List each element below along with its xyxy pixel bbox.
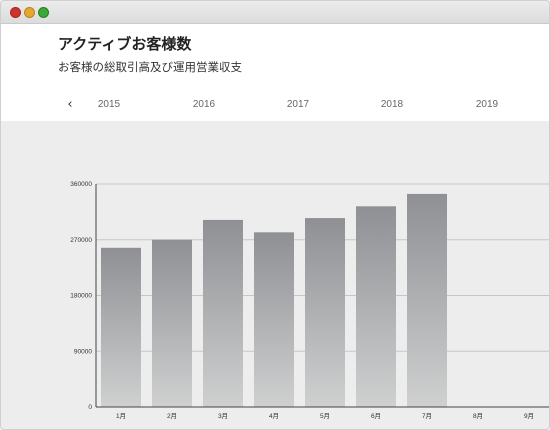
page-subtitle: お客様の総取引高及び運用営業収支 xyxy=(58,60,242,74)
window-titlebar xyxy=(1,1,549,24)
tab-year-2018[interactable]: 2018 xyxy=(380,99,404,110)
page-title: アクティブお客様数 xyxy=(58,35,192,53)
x-tick-label: 8月 xyxy=(473,412,483,420)
y-tick-label: 0 xyxy=(88,404,92,411)
bar xyxy=(305,218,345,407)
tab-year-2015[interactable]: 2015 xyxy=(97,99,121,110)
x-tick-label: 1月 xyxy=(116,412,126,420)
bar xyxy=(356,206,396,407)
y-tick-label: 360000 xyxy=(70,181,92,188)
x-tick-label: 3月 xyxy=(218,412,228,420)
bar-chart: 0 90000 180000 270000 360000 1月 2月 3月 4月 5月 6月 7月 8月… xyxy=(70,181,549,420)
x-tick-label: 7月 xyxy=(422,412,432,420)
x-tick-label: 5月 xyxy=(320,412,330,420)
year-navigation: ‹ 2015 2016 2017 2018 2019 xyxy=(1,94,549,118)
x-tick-label: 2月 xyxy=(167,412,177,420)
chevron-left-icon[interactable]: ‹ xyxy=(67,97,73,112)
tab-year-2019[interactable]: 2019 xyxy=(475,99,499,110)
chart-area: 0 90000 180000 270000 360000 1月 2月 3月 4月 5月 6月 7月 8月… xyxy=(1,121,549,429)
y-tick-label: 180000 xyxy=(70,293,92,300)
page-header: アクティブお客様数 お客様の総取引高及び運用営業収支 ‹ 2015 2016 2… xyxy=(1,24,549,121)
x-tick-label: 6月 xyxy=(371,412,381,420)
tab-year-2017[interactable]: 2017 xyxy=(286,99,310,110)
close-window-button[interactable] xyxy=(10,7,21,18)
bar xyxy=(152,239,192,407)
y-tick-label: 90000 xyxy=(74,348,92,355)
maximize-window-button[interactable] xyxy=(38,7,49,18)
tab-year-2016[interactable]: 2016 xyxy=(192,99,216,110)
bar xyxy=(254,232,294,407)
minimize-window-button[interactable] xyxy=(24,7,35,18)
y-tick-label: 270000 xyxy=(70,237,92,244)
x-tick-label: 4月 xyxy=(269,412,279,420)
bar xyxy=(203,219,243,407)
bar xyxy=(101,247,141,407)
bar xyxy=(407,193,447,407)
x-tick-label: 9月 xyxy=(524,412,534,420)
